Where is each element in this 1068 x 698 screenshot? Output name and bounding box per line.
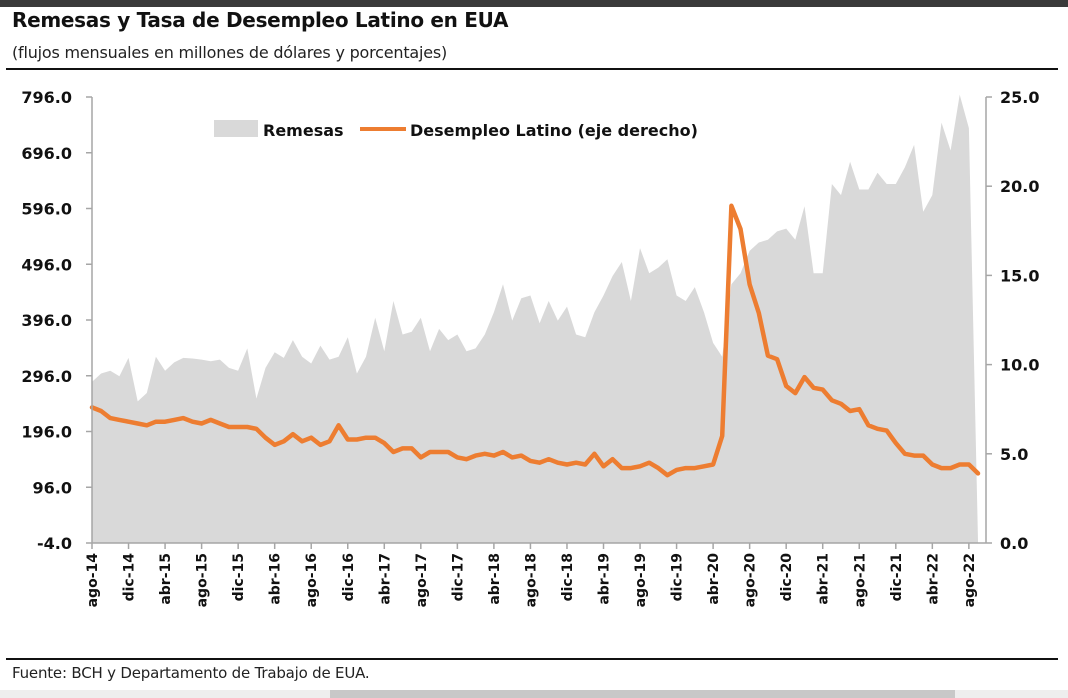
- desempleo-line: [89, 203, 981, 478]
- axes-layer: 796.0 696.0 596.0 496.0 396.0 296.0 196.0 96.0 -…: [21, 88, 1039, 607]
- x-tick-label: dic-20: [779, 553, 795, 602]
- desempleo-line-layer: [89, 203, 981, 478]
- chart-title: Remesas y Tasa de Desempleo Latino en EU…: [12, 8, 509, 32]
- right-y-tick-label: 10.0: [1000, 356, 1039, 375]
- left-y-tick-label: 296.0: [21, 367, 72, 386]
- x-tick-label: dic-19: [670, 553, 686, 601]
- left-y-tick-label: 596.0: [21, 200, 72, 219]
- remesas-area: [92, 94, 978, 544]
- top-window-bar: [0, 0, 1068, 7]
- x-tick-label: abr-22: [925, 553, 941, 605]
- x-tick-label: dic-15: [231, 553, 247, 601]
- horizontal-scrollbar-thumb[interactable]: [330, 690, 955, 698]
- remesas-area-layer: [92, 94, 978, 544]
- x-tick-label: abr-19: [597, 553, 613, 605]
- x-tick-label: ago-20: [743, 553, 759, 608]
- top-divider: [6, 68, 1058, 70]
- left-y-tick-label: 696.0: [21, 144, 72, 163]
- x-tick-label: ago-22: [962, 553, 978, 607]
- legend-label-remesas: Remesas: [263, 121, 344, 140]
- x-tick-label: ago-16: [304, 553, 320, 607]
- left-y-tick-label: 96.0: [33, 478, 72, 497]
- x-tick-label: dic-17: [450, 553, 466, 601]
- right-y-tick-label: 25.0: [1000, 88, 1039, 107]
- x-tick-label: abr-20: [706, 553, 722, 605]
- x-tick-label: abr-21: [816, 553, 832, 605]
- x-tick-label: dic-21: [889, 553, 905, 601]
- x-tick-label: abr-16: [268, 553, 284, 605]
- left-y-tick-label: -4.0: [37, 534, 72, 553]
- left-y-tick-label: 196.0: [21, 423, 72, 442]
- x-tick-label: dic-16: [341, 553, 357, 601]
- bottom-divider: [6, 658, 1058, 660]
- right-y-tick-label: 15.0: [1000, 266, 1039, 285]
- chart-subtitle: (flujos mensuales en millones de dólares…: [12, 43, 448, 62]
- x-tick-label: dic-18: [560, 553, 576, 601]
- x-tick-label: ago-14: [85, 553, 101, 608]
- left-y-tick-label: 496.0: [21, 255, 72, 274]
- left-y-tick-label: 396.0: [21, 311, 72, 330]
- x-tick-label: ago-19: [633, 553, 649, 607]
- x-tick-label: ago-18: [523, 553, 539, 607]
- left-y-tick-label: 796.0: [21, 88, 72, 107]
- x-tick-label: dic-14: [122, 553, 138, 602]
- x-tick-label: abr-18: [487, 553, 503, 605]
- x-tick-label: ago-15: [195, 553, 211, 607]
- x-tick-label: abr-15: [158, 553, 174, 605]
- x-tick-label: ago-21: [852, 553, 868, 607]
- source-note: Fuente: BCH y Departamento de Trabajo de…: [12, 664, 370, 682]
- right-y-tick-label: 20.0: [1000, 177, 1039, 196]
- right-y-tick-label: 5.0: [1000, 445, 1028, 464]
- legend-label-desempleo: Desempleo Latino (eje derecho): [410, 121, 698, 140]
- right-y-tick-label: 0.0: [1000, 534, 1028, 553]
- legend-swatch-remesas: [214, 120, 258, 137]
- legend: Remesas Desempleo Latino (eje derecho): [214, 120, 698, 140]
- x-tick-label: abr-17: [377, 553, 393, 605]
- x-tick-label: ago-17: [414, 553, 430, 607]
